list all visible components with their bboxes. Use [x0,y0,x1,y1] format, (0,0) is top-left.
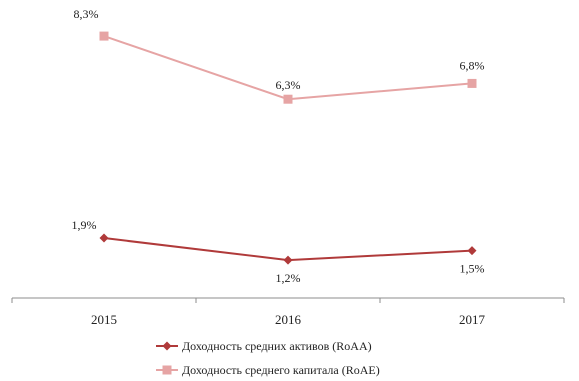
series-point-roae [99,31,109,41]
series-point-roae [283,94,293,104]
legend-label: Доходность средних активов (RoAA) [182,339,372,353]
legend-item-roae: Доходность среднего капитала (RoAE) [156,363,380,377]
data-labels: 1,9% 1,2% 1,5% 8,3% 6,3% 6,8% [72,7,485,285]
data-label: 8,3% [74,7,99,21]
series-group [99,31,477,265]
legend: Доходность средних активов (RoAA) Доходно… [156,339,380,377]
x-tick-label: 2015 [91,312,117,327]
series-point-roae [467,78,477,88]
data-label: 1,2% [276,271,301,285]
x-tick-label: 2016 [275,312,302,327]
legend-swatch-marker [162,365,172,375]
legend-label: Доходность среднего капитала (RoAE) [182,363,380,377]
legend-item-roaa: Доходность средних активов (RoAA) [156,339,372,353]
data-label: 1,5% [460,262,485,276]
x-tick-label: 2017 [459,312,486,327]
series-point-roaa [467,246,477,256]
series-point-roaa [99,233,109,243]
data-label: 1,9% [72,218,97,232]
data-label: 6,8% [460,58,485,72]
series-point-roaa [283,255,293,265]
x-axis: 2015 2016 2017 [11,297,565,327]
data-label: 6,3% [276,78,301,92]
legend-swatch-marker [162,341,172,351]
